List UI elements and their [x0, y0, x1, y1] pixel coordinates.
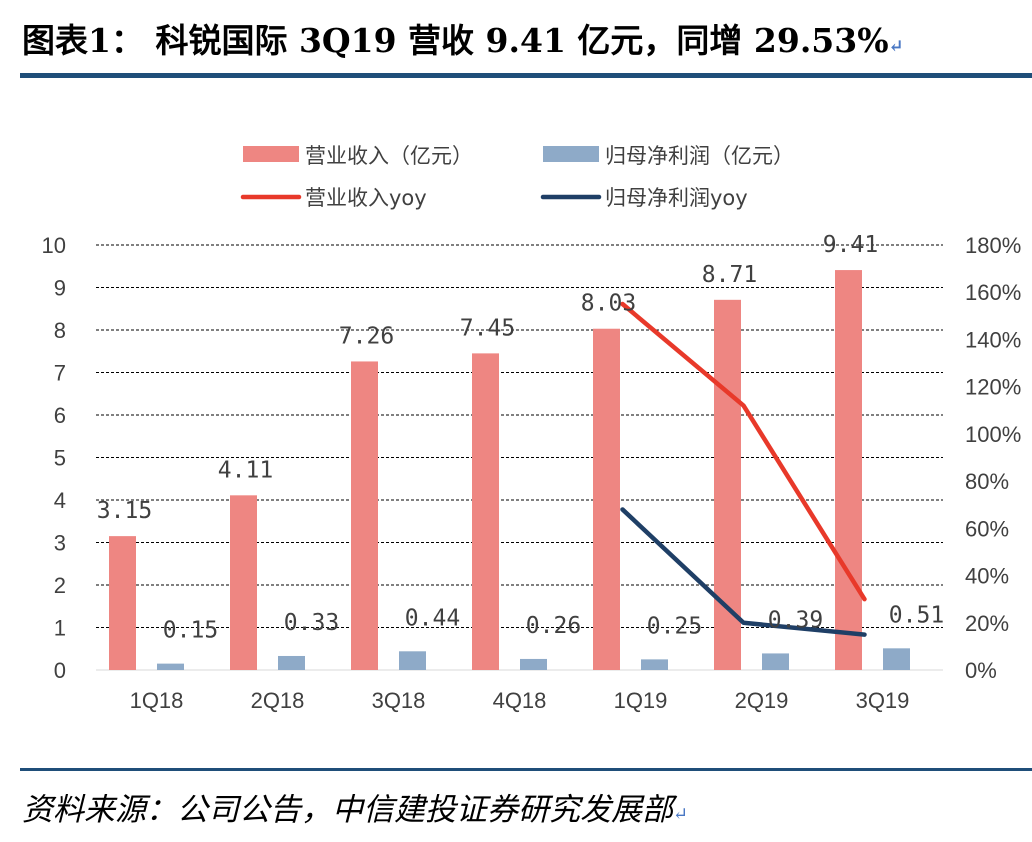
profit-data-label: 0.15 — [163, 618, 218, 644]
legend: 营业收入（亿元） 归母净利润（亿元） 营业收入yoy 归母净利润yoy — [240, 144, 794, 210]
x-tick-label: 2Q19 — [735, 688, 789, 713]
x-tick-label: 3Q18 — [372, 688, 426, 713]
left-tick-label: 9 — [54, 276, 66, 301]
profit-bar — [520, 658, 547, 670]
right-axis-labels: 0% 20% 40% 60% 80% 100% 120% 140% 160% 180% — [965, 233, 1021, 683]
right-tick-label: 20% — [965, 611, 1009, 636]
left-tick-label: 4 — [54, 488, 66, 513]
right-tick-label: 180% — [965, 233, 1021, 258]
left-tick-label: 10 — [42, 233, 66, 258]
chart-area: 0 1 2 3 4 5 6 7 8 9 10 0% 20% 40% 60% 80% 100% 120% 140% 1… — [42, 144, 1022, 713]
legend-label-revenue: 营业收入（亿元） — [305, 144, 473, 168]
revenue-data-label: 7.45 — [460, 315, 515, 341]
source-divider — [20, 768, 1032, 771]
x-axis-labels: 1Q18 2Q18 3Q18 4Q18 1Q19 2Q19 3Q19 — [130, 688, 910, 713]
revenue-data-label: 3.15 — [97, 498, 152, 524]
legend-label-revenue-yoy: 营业收入yoy — [305, 186, 427, 210]
revenue-bar — [230, 495, 257, 670]
profit-data-label: 0.25 — [647, 613, 702, 639]
x-tick-label: 2Q18 — [251, 688, 305, 713]
left-tick-label: 3 — [54, 531, 66, 556]
left-tick-label: 8 — [54, 318, 66, 343]
legend-label-profit-yoy: 归母净利润yoy — [605, 186, 748, 210]
revenue-data-label: 8.71 — [702, 262, 757, 288]
revenue-bar — [472, 353, 499, 670]
legend-swatch-revenue — [243, 146, 299, 162]
figure-title: 图表1： 科锐国际 3Q19 营收 9.41 亿元，同增 29.53%↵ — [22, 14, 904, 62]
profit-data-label: 0.39 — [768, 607, 823, 633]
revenue-data-label: 8.03 — [581, 291, 636, 317]
right-tick-label: 140% — [965, 327, 1021, 352]
right-tick-label: 80% — [965, 469, 1009, 494]
return-mark-icon: ↵ — [888, 36, 904, 57]
revenue-yoy-line — [620, 301, 867, 602]
left-tick-label: 6 — [54, 403, 66, 428]
left-axis-labels: 0 1 2 3 4 5 6 7 8 9 10 — [42, 233, 66, 683]
x-tick-label: 3Q19 — [856, 688, 910, 713]
profit-bar — [641, 659, 668, 670]
left-tick-label: 5 — [54, 446, 66, 471]
x-tick-label: 1Q19 — [614, 688, 668, 713]
profit-data-label: 0.33 — [284, 610, 339, 636]
left-tick-label: 1 — [54, 616, 66, 641]
profit-bar — [762, 653, 789, 670]
revenue-data-label: 7.26 — [339, 323, 394, 349]
revenue-bar — [109, 536, 136, 670]
profit-data-label: 0.44 — [405, 605, 460, 631]
revenue-bar — [593, 328, 620, 670]
revenue-data-label: 4.11 — [218, 457, 273, 483]
source-note: 资料来源：公司公告，中信建投证券研究发展部↵ — [22, 784, 688, 829]
right-tick-label: 120% — [965, 375, 1021, 400]
right-tick-label: 0% — [965, 658, 997, 683]
right-tick-label: 40% — [965, 564, 1009, 589]
x-tick-label: 1Q18 — [130, 688, 184, 713]
revenue-bar — [351, 361, 378, 670]
figure-title-text: 图表1： 科锐国际 3Q19 营收 9.41 亿元，同增 29.53% — [22, 21, 889, 60]
left-tick-label: 2 — [54, 573, 66, 598]
revenue-data-label: 9.41 — [823, 232, 878, 258]
bars-group — [109, 270, 910, 670]
profit-bar — [157, 663, 184, 670]
x-tick-label: 4Q18 — [493, 688, 547, 713]
legend-label-profit: 归母净利润（亿元） — [605, 144, 794, 168]
data-labels-group: 3.15 4.11 7.26 7.45 8.03 8.71 9.41 0.15 0.33 0.44… — [97, 232, 944, 644]
return-mark-icon: ↵ — [673, 804, 689, 825]
right-tick-label: 60% — [965, 516, 1009, 541]
lines-group — [620, 301, 867, 637]
title-divider — [20, 73, 1032, 78]
legend-swatch-profit — [543, 146, 599, 162]
profit-data-label: 0.26 — [526, 613, 581, 639]
left-tick-label: 0 — [54, 658, 66, 683]
revenue-bar — [835, 270, 862, 670]
right-tick-label: 160% — [965, 280, 1021, 305]
source-note-text: 资料来源：公司公告，中信建投证券研究发展部 — [22, 792, 673, 828]
profit-bar — [399, 651, 426, 670]
profit-bar — [278, 655, 305, 670]
profit-yoy-line — [620, 507, 867, 637]
profit-bar — [883, 648, 910, 670]
left-tick-label: 7 — [54, 361, 66, 386]
right-tick-label: 100% — [965, 422, 1021, 447]
profit-data-label: 0.51 — [889, 602, 944, 628]
